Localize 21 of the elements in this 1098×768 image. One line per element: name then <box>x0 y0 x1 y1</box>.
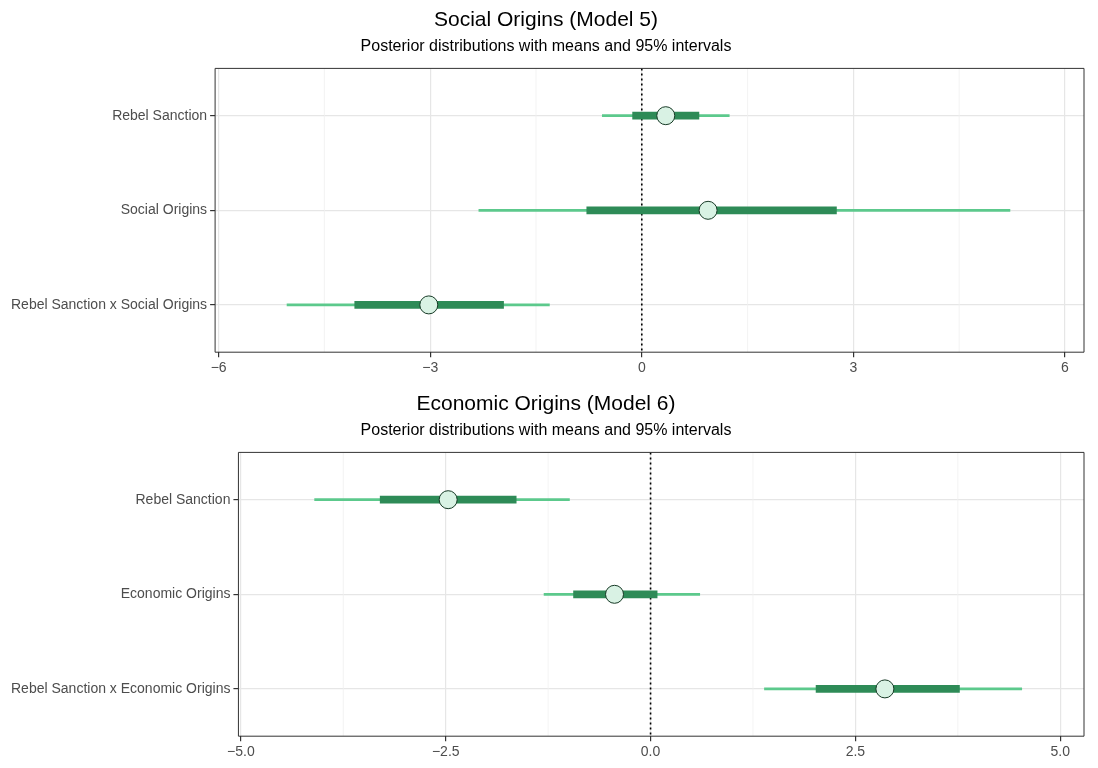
chart-title: Economic Origins (Model 6) <box>416 391 676 415</box>
y-tick-label: Rebel Sanction x Social Origins <box>10 295 208 312</box>
x-tick-label: 5.0 <box>1050 743 1071 760</box>
y-tick-label: Rebel Sanction x Economic Origins <box>11 679 231 696</box>
chart-subtitle: Posterior distributions with means and 95% intervals <box>360 37 732 55</box>
y-tick-label: Economic Origins <box>120 585 231 602</box>
x-tick-label: −6 <box>210 359 227 376</box>
y-tick-label: Rebel Sanction <box>112 106 208 123</box>
x-tick-label: 2.5 <box>845 743 866 760</box>
x-tick-label: 6 <box>1061 359 1070 376</box>
y-tick-label: Social Origins <box>120 201 208 218</box>
x-tick-label: −2.5 <box>431 743 460 760</box>
x-tick-label: 3 <box>849 359 858 376</box>
chart-subtitle: Posterior distributions with means and 95% intervals <box>360 421 732 439</box>
x-tick-label: 0.0 <box>640 743 661 760</box>
x-tick-label: −3 <box>422 359 439 376</box>
bar <box>586 206 837 215</box>
chart-title: Social Origins (Model 5) <box>433 7 659 31</box>
x-tick-label: 0 <box>637 359 646 376</box>
x-tick-label: −5.0 <box>227 743 255 760</box>
y-tick-label: Rebel Sanction <box>135 490 231 507</box>
